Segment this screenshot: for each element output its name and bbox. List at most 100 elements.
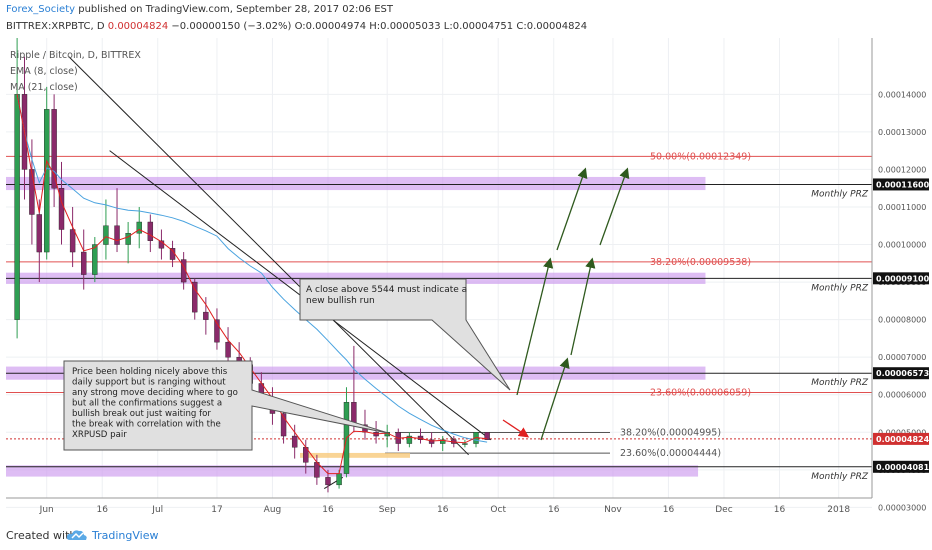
annotation-line: XRPUSD pair — [72, 430, 127, 440]
x-tick-label: 16 — [437, 505, 449, 515]
callout-box — [299, 278, 511, 391]
chart-header: Forex_Society published on TradingView.c… — [0, 0, 932, 38]
fib-level-label: 23.60%(0.00004444) — [620, 448, 721, 459]
annotation-line: Price been holding nicely above this — [72, 367, 228, 377]
prz-zone — [6, 465, 699, 477]
candle-body — [214, 319, 220, 343]
close-value: C:0.00004824 — [516, 21, 588, 32]
candle-body — [51, 109, 57, 189]
change-value: −0.00000150 (−3.02%) — [171, 21, 292, 32]
prz-label: Monthly PRZ — [811, 378, 869, 388]
x-tick-label: 16 — [663, 505, 675, 515]
price-label-tag — [873, 178, 929, 191]
fib-level-label: 38.20%(0.00004995) — [620, 427, 721, 438]
y-tick-label: 0.00011000 — [878, 203, 926, 212]
tradingview-cloud-icon — [66, 530, 87, 540]
y-tick-label: 0.00005000 — [878, 428, 926, 437]
y-tick-label: 0.00006000 — [878, 391, 926, 400]
price-label-tag — [873, 367, 929, 380]
x-tick-label: 16 — [548, 505, 560, 515]
candle-body — [484, 432, 490, 440]
x-tick-label: 17 — [211, 505, 222, 515]
x-tick-label: 16 — [322, 505, 334, 515]
annotation-line: any strong move deciding where to go — [72, 388, 238, 398]
ma-21-line — [16, 94, 488, 443]
y-tick-label: 0.00012000 — [878, 165, 926, 174]
candle-body — [44, 109, 50, 253]
fib-level-label: 38.20%(0.00009538) — [650, 257, 751, 268]
price-label-tag — [873, 432, 929, 445]
price-label-text: 0.00006573 — [876, 369, 929, 378]
open-value: O:0.00004974 — [294, 21, 367, 32]
projection-arrow — [570, 257, 596, 356]
annotation-line: A close above 5544 must indicate a — [306, 285, 467, 295]
fib-level-label: 50.00%(0.00012349) — [650, 151, 751, 162]
annotation-line: new bullish run — [306, 296, 375, 306]
candle-body — [103, 225, 109, 245]
candle-body — [125, 233, 131, 245]
annotation-line: bullish break out just waiting for — [72, 409, 211, 419]
candle-body — [114, 225, 120, 245]
candle-body — [14, 94, 20, 320]
projection-arrow — [516, 257, 554, 396]
y-tick-label: 0.00007000 — [878, 353, 926, 362]
price-label-tag — [873, 460, 929, 473]
last-price: 0.00004824 — [107, 21, 169, 32]
price-label-text: 0.00004081 — [876, 463, 930, 472]
prz-label: Monthly PRZ — [811, 472, 869, 482]
x-tick-label: 2018 — [827, 505, 850, 515]
candle-body — [69, 229, 76, 253]
chart-title: Ripple / Bitcoin, D, BITTREX — [10, 50, 141, 61]
candle-body — [336, 473, 342, 486]
callout-box — [63, 360, 389, 451]
created-with-text: Created with — [6, 529, 77, 542]
x-tick-label: Jul — [151, 505, 163, 515]
tradingview-brand[interactable]: TradingView — [92, 529, 159, 542]
y-tick-label: 0.00010000 — [878, 241, 926, 250]
y-tick-label: 0.00008000 — [878, 316, 926, 325]
price-label-text: 0.00011600 — [876, 180, 930, 189]
support-zone — [300, 452, 410, 458]
annotation-text: A close above 5544 must indicate a new bu… — [306, 285, 467, 306]
prz-label: Monthly PRZ — [811, 283, 869, 293]
x-tick-label: 16 — [96, 505, 108, 515]
candle-body — [29, 169, 35, 215]
high-value: H:0.00005033 — [369, 21, 441, 32]
projection-arrow — [502, 419, 530, 438]
x-tick-label: Nov — [604, 505, 622, 515]
indicator-label: MA (21, close) — [10, 82, 78, 93]
symbol-label: BITTREX:XRPBTC, D — [6, 21, 105, 32]
x-tick-label: 16 — [774, 505, 786, 515]
prz-zone — [6, 176, 706, 191]
candle-body — [92, 244, 98, 275]
candle-body — [36, 214, 43, 253]
y-tick-label: 0.00014000 — [878, 90, 926, 99]
x-tick-label: Sep — [379, 505, 396, 515]
low-value: L:0.00004751 — [443, 21, 514, 32]
publish-line: Forex_Society published on TradingView.c… — [6, 4, 393, 15]
candle-body — [406, 435, 413, 444]
y-tick-label: 0.00013000 — [878, 128, 926, 137]
x-tick-label: Jun — [39, 505, 54, 515]
ema-8-line — [16, 94, 488, 475]
footer: Created with TradingView — [0, 520, 932, 550]
x-tick-label: Dec — [715, 505, 732, 515]
published-text: published on TradingView.com, September … — [78, 4, 394, 15]
candle-body — [325, 477, 331, 486]
author-link[interactable]: Forex_Society — [6, 4, 76, 15]
x-tick-label: Aug — [264, 505, 282, 515]
candle-body — [203, 311, 209, 320]
projection-arrow — [540, 357, 570, 441]
y-tick-label: 0.00003000 — [878, 503, 926, 512]
price-label-tag — [873, 272, 929, 285]
annotation-line: the break with correlation with the — [72, 420, 221, 430]
candle-body — [280, 413, 287, 437]
price-chart[interactable]: Monthly PRZ Monthly PRZ Monthly PRZ Monthly… — [0, 38, 932, 520]
candle-body — [291, 435, 298, 448]
trendline — [68, 56, 469, 456]
candle-body — [81, 251, 87, 275]
projection-arrow — [599, 167, 630, 246]
projection-arrow — [556, 167, 588, 251]
candle-body — [192, 281, 198, 313]
price-label-text: 0.00004824 — [876, 435, 930, 444]
